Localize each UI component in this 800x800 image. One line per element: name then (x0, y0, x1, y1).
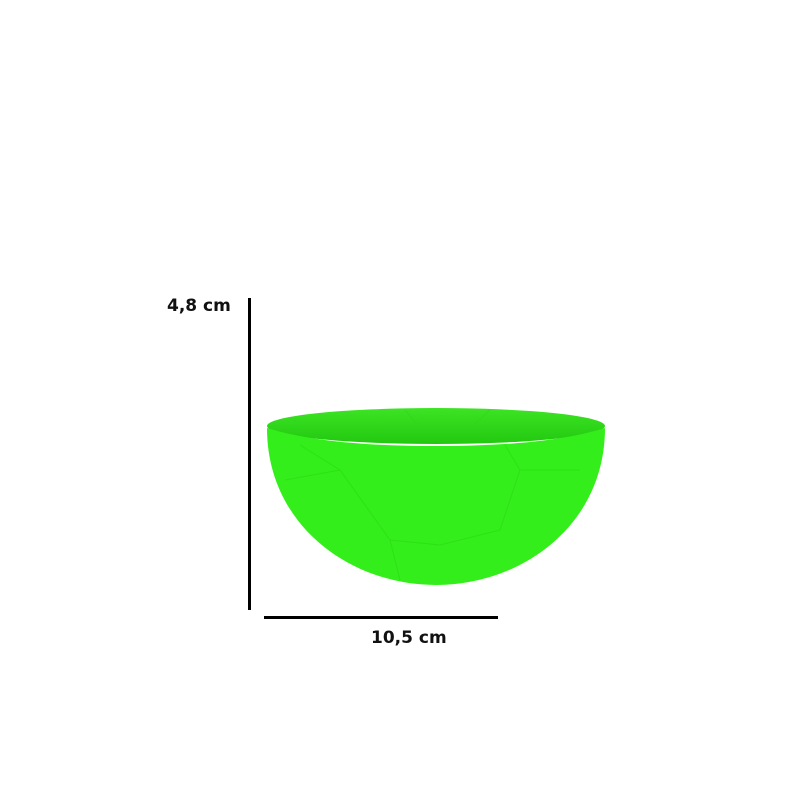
width-dimension-line (264, 616, 498, 619)
bowl-inner-rim (267, 408, 605, 444)
football-panel-lines (284, 409, 580, 581)
width-label: 10,5 cm (371, 628, 447, 648)
height-label: 4,8 cm (167, 296, 231, 316)
bowl-body (267, 428, 605, 585)
height-dimension-line (248, 298, 251, 610)
